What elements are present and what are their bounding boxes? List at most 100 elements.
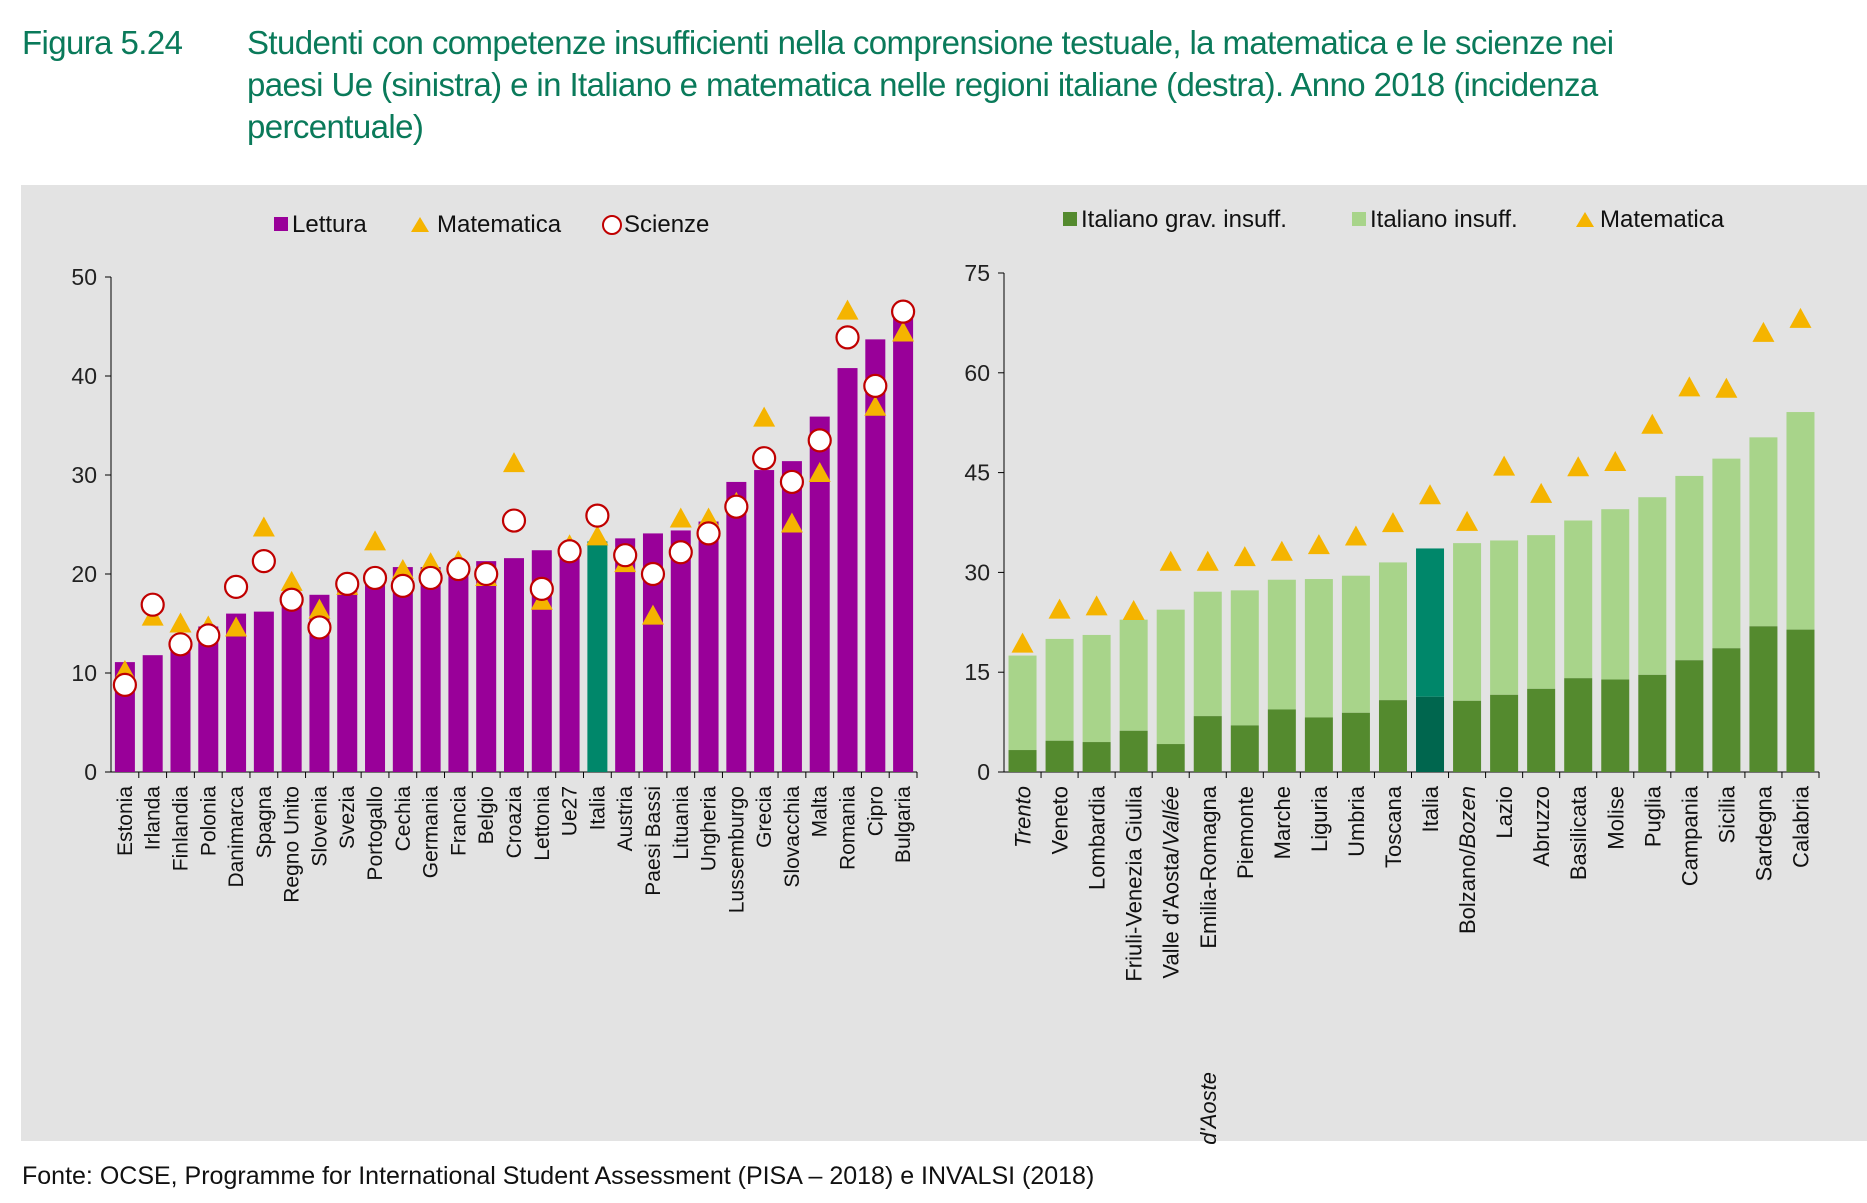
bar-italiano-insuff (1119, 619, 1148, 731)
y-tick-label: 20 (71, 561, 97, 587)
bar-italiano-grav (1749, 626, 1778, 772)
point-scienze (640, 561, 666, 587)
point-matematica (753, 406, 776, 427)
bar-italiano-grav (1082, 742, 1111, 772)
point-scienze (335, 571, 360, 597)
point-matematica (1604, 450, 1627, 471)
x-tick-label: Irlanda (142, 786, 165, 851)
legend-insuff-label: Italiano insuff. (1370, 206, 1518, 233)
label-part: Basilicata (1566, 785, 1591, 880)
bar-italiano-insuff (1193, 591, 1222, 717)
x-tick-label: Abruzzo (1529, 786, 1554, 867)
label-part: Bozen (1455, 786, 1480, 848)
bar-lettura (392, 567, 413, 772)
bar-italiano-insuff (1267, 579, 1296, 710)
legend-insuff-swatch (1352, 212, 1366, 226)
x-tick-label: Umbria (1344, 785, 1369, 857)
bar-italiano-grav (1267, 709, 1296, 772)
bar-italiano-insuff (1230, 590, 1259, 726)
bar-lettura (309, 594, 330, 772)
bar-italiano-insuff (1527, 535, 1556, 689)
label-part: Italia (1418, 785, 1443, 832)
point-matematica (1493, 455, 1516, 476)
y-tick-label: 60 (964, 360, 990, 386)
bar-italiano-insuff (1304, 579, 1333, 718)
label-part: Molise (1603, 786, 1628, 850)
point-matematica (697, 507, 720, 528)
bar-italiano-grav (1638, 674, 1667, 772)
point-scienze (529, 576, 554, 601)
bar-lettura (365, 572, 386, 772)
label-part: Sardegna (1751, 785, 1776, 881)
point-matematica (1233, 546, 1256, 567)
y-tick-label: 45 (964, 460, 990, 486)
point-matematica (503, 452, 525, 473)
legend-scienze-label: Scienze (624, 211, 709, 238)
x-tick-label: Francia (447, 786, 470, 856)
x-tick-label: Sardegna (1751, 785, 1776, 881)
bar-italiano-grav (1193, 716, 1222, 772)
point-matematica (780, 512, 803, 533)
x-tick-label: Campania (1677, 785, 1702, 886)
point-matematica (1011, 632, 1034, 653)
bar-lettura (754, 470, 775, 772)
title-suffix: (incidenza (1444, 66, 1598, 103)
x-tick-label: Estonia (114, 786, 137, 856)
point-matematica (1270, 540, 1293, 561)
label-part: Lombardia (1085, 785, 1110, 890)
label-part: / (1455, 848, 1480, 855)
point-matematica (1530, 482, 1553, 503)
point-scienze (196, 623, 221, 648)
label-part: Friuli-Venezia (1122, 848, 1147, 982)
bar-italiano-grav (1712, 648, 1741, 772)
x-tick-label: Croazia (503, 786, 526, 859)
bar-lettura (504, 558, 524, 772)
bar-lettura (893, 305, 914, 772)
bar-lettura (420, 567, 441, 772)
point-scienze (362, 565, 388, 591)
label-part: Veneto (1048, 786, 1073, 855)
x-tick-label: Ungheria (698, 786, 721, 872)
bar-lettura (281, 600, 302, 772)
point-matematica (280, 570, 303, 591)
point-matematica (808, 462, 831, 483)
x-tick-label: Valle d'Aosta/Vallée (1159, 786, 1184, 979)
bar-italiano-insuff (1601, 509, 1630, 680)
bar-lettura (726, 481, 747, 772)
point-matematica (1752, 321, 1775, 342)
bar-italiano-insuff (1675, 475, 1704, 661)
bar-lettura (698, 521, 719, 772)
bar-italiano-insuff (1564, 520, 1593, 679)
point-matematica (1715, 377, 1738, 398)
point-scienze (585, 503, 610, 528)
point-matematica (419, 552, 442, 573)
point-scienze (835, 325, 860, 350)
label-part: Giulia (1122, 785, 1147, 842)
x-tick-label: Lombardia (1085, 785, 1110, 890)
point-matematica (1196, 550, 1219, 571)
point-scienze (668, 540, 693, 565)
bar-italiano-grav (1008, 750, 1037, 772)
point-matematica (225, 616, 248, 637)
x-tick-label: Svezia (336, 786, 359, 849)
x-tick-label: Toscana (1381, 785, 1406, 868)
x-tick-label: Romania (837, 786, 860, 870)
point-scienze (251, 549, 276, 574)
y-tick-label: 30 (71, 462, 97, 488)
point-matematica (864, 395, 887, 416)
label-part: / (1159, 845, 1184, 852)
point-matematica (1789, 307, 1812, 328)
x-tick-label: Basilicata (1566, 785, 1591, 880)
label-part: Valle (1159, 931, 1184, 978)
point-matematica (1122, 599, 1145, 620)
bar-lettura (198, 626, 219, 772)
point-scienze (418, 565, 443, 591)
point-scienze (724, 494, 749, 519)
label-part: Puglia (1640, 785, 1665, 847)
bar-italiano-grav (1119, 730, 1148, 772)
point-matematica (1085, 595, 1108, 616)
point-scienze (474, 561, 499, 587)
point-scienze (112, 672, 137, 697)
x-tick-label: Trento (1011, 786, 1036, 848)
